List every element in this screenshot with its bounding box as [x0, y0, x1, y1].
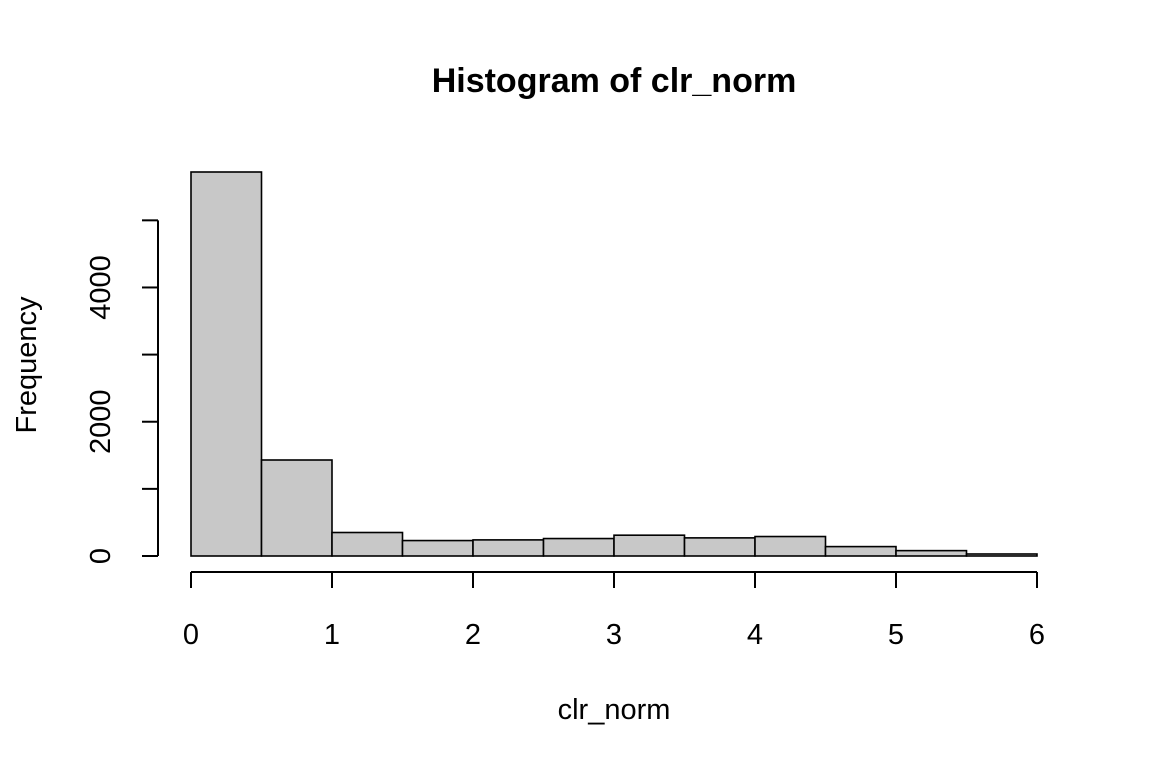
histogram-bar-4	[472, 539, 545, 557]
histogram-bar-1	[260, 459, 333, 557]
y-tick-label-2: 2000	[85, 389, 117, 454]
x-tick-label-3: 3	[606, 619, 622, 651]
histogram-bar-7	[683, 537, 756, 557]
y-axis-label: Frequency	[11, 296, 43, 434]
x-tick-label-0: 0	[183, 619, 199, 651]
histogram-bar-2	[331, 531, 404, 557]
chart-title: Histogram of clr_norm	[432, 62, 797, 100]
x-axis: 0 1 2 3 4 5 6	[183, 571, 1045, 651]
histogram-bar-9	[824, 545, 897, 557]
y-tick-label-4: 4000	[85, 255, 117, 320]
x-tick-label-2: 2	[465, 619, 481, 651]
y-tick-label-0: 0	[85, 548, 117, 564]
histogram-bar-0	[190, 171, 263, 557]
x-tick-label-4: 4	[747, 619, 763, 651]
x-axis-label: clr_norm	[558, 694, 671, 726]
histogram-bar-6	[613, 534, 686, 557]
y-axis: 0 2000 4000	[85, 219, 159, 564]
histogram-bar-11	[965, 553, 1038, 557]
x-tick-label-1: 1	[324, 619, 340, 651]
x-tick-label-6: 6	[1029, 619, 1045, 651]
histogram-bar-3	[401, 539, 474, 557]
x-tick-label-5: 5	[888, 619, 904, 651]
histogram-bar-10	[895, 549, 968, 557]
histogram-bars	[190, 171, 1038, 557]
histogram-bar-8	[754, 535, 827, 557]
histogram-bar-5	[542, 537, 615, 557]
